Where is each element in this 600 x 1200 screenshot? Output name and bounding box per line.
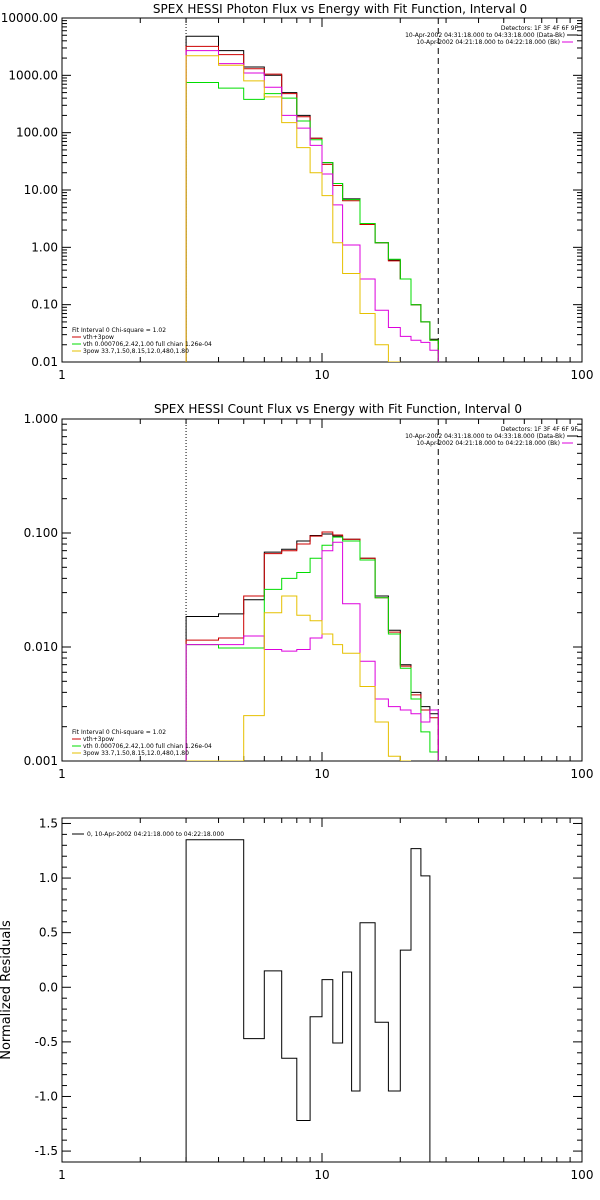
residuals-y-tick-label: 1.5 bbox=[39, 816, 58, 830]
count-flux-vth3pow-label: vth+3pow bbox=[83, 736, 114, 743]
residuals-x-tick-label: 10 bbox=[314, 1168, 329, 1182]
photon-flux-data-interval-label: 10-Apr-2002 04:31:18.000 to 04:33:18.000… bbox=[405, 32, 565, 39]
photon-flux-bk-interval-label: 10-Apr-2002 04:21:18.000 to 04:22:18.000… bbox=[416, 39, 560, 46]
photon-flux-y-tick-label: 0.01 bbox=[31, 355, 58, 369]
photon-flux-plot-area bbox=[61, 17, 583, 363]
count-flux-y-tick-label: 0.010 bbox=[24, 640, 58, 654]
count-flux-y-tick-label: 1.000 bbox=[24, 412, 58, 426]
count-flux-panel: SPEX HESSI Count Flux vs Energy with Fit… bbox=[24, 402, 594, 781]
residuals-plot-area bbox=[61, 817, 583, 1163]
residuals-x-tick-label: 1 bbox=[58, 1168, 66, 1182]
residuals-black-series bbox=[185, 839, 439, 1162]
count-flux-x-tick-label: 1 bbox=[58, 767, 66, 781]
photon-flux-y-tick-label: 1000.00 bbox=[8, 68, 58, 82]
photon-flux-x-tick-label: 10 bbox=[314, 368, 329, 382]
photon-flux-tick-labels: 1 10 100 0.01 0.10 1.00 10.00 100.00 1000.00 1000… bbox=[1, 11, 594, 382]
count-flux-detectors-label: Detectors: 1F 3F 4F 6F 9F bbox=[501, 426, 579, 433]
count-flux-y-tick-label: 0.001 bbox=[24, 754, 58, 768]
count-flux-vth-label: vth 0.000706,2.42,1.00 full chian 1.26e-… bbox=[83, 743, 212, 750]
photon-flux-y-tick-label: 1.00 bbox=[31, 240, 58, 254]
residuals-panel: Normalized Residuals 1 10 100 -1.5 -1.0 -0.5 0… bbox=[0, 816, 593, 1182]
photon-flux-x-tick-label: 100 bbox=[571, 368, 594, 382]
residuals-y-tick-label: 1.0 bbox=[39, 871, 58, 885]
photon-flux-title: SPEX HESSI Photon Flux vs Energy with Fi… bbox=[153, 2, 527, 16]
count-flux-legend-left: Fit Interval 0 Chi-square = 1.02 vth+3po… bbox=[72, 729, 212, 757]
photon-flux-legend-left: Fit Interval 0 Chi-square = 1.02 vth+3po… bbox=[72, 327, 212, 355]
photon-flux-yellow-series bbox=[185, 55, 401, 362]
count-flux-fit-interval-label: Fit Interval 0 Chi-square = 1.02 bbox=[72, 729, 166, 736]
residuals-y-tick-label: -1.5 bbox=[35, 1144, 58, 1158]
residuals-interval-label: 0, 10-Apr-2002 04:21:18.000 to 04:22:18.… bbox=[87, 831, 224, 838]
count-flux-x-tick-label: 10 bbox=[314, 767, 329, 781]
residuals-tick-labels: 1 10 100 -1.5 -1.0 -0.5 0.0 0.5 1.0 1.5 bbox=[35, 816, 594, 1182]
count-flux-y-tick-label: 0.100 bbox=[24, 526, 58, 540]
photon-flux-detectors-label: Detectors: 1F 3F 4F 6F 9F bbox=[501, 25, 579, 32]
photon-flux-y-tick-label: 100.00 bbox=[16, 126, 58, 140]
count-flux-yellow-series bbox=[186, 595, 411, 761]
photon-flux-green-series bbox=[185, 82, 439, 362]
count-flux-legend-right: Detectors: 1F 3F 4F 6F 9F 10-Apr-2002 04… bbox=[405, 426, 578, 447]
photon-flux-legend-right: Detectors: 1F 3F 4F 6F 9F 10-Apr-2002 04… bbox=[405, 25, 578, 46]
count-flux-green-series bbox=[185, 536, 439, 761]
photon-flux-fit-interval-label: Fit Interval 0 Chi-square = 1.02 bbox=[72, 327, 166, 334]
photon-flux-x-tick-label: 1 bbox=[58, 368, 66, 382]
photon-flux-vth3pow-label: vth+3pow bbox=[83, 334, 114, 341]
count-flux-bk-interval-label: 10-Apr-2002 04:21:18.000 to 04:22:18.000… bbox=[416, 440, 560, 447]
count-flux-title: SPEX HESSI Count Flux vs Energy with Fit… bbox=[154, 402, 522, 416]
residuals-y-tick-label: 0.5 bbox=[39, 926, 58, 940]
residuals-legend: 0, 10-Apr-2002 04:21:18.000 to 04:22:18.… bbox=[72, 831, 224, 838]
photon-flux-panel: SPEX HESSI Photon Flux vs Energy with Fi… bbox=[1, 2, 594, 382]
photon-flux-magenta-series bbox=[185, 50, 439, 362]
residuals-x-tick-label: 100 bbox=[571, 1168, 594, 1182]
photon-flux-vth-label: vth 0.000706,2.42,1.00 full chian 1.26e-… bbox=[83, 341, 212, 348]
count-flux-tick-labels: 1 10 100 0.001 0.010 0.100 1.000 bbox=[24, 412, 594, 781]
count-flux-plot-area bbox=[61, 418, 583, 762]
count-flux-3pow-label: 3pow 33.7,1.50,8.15,12.0,480,1.80 bbox=[83, 750, 189, 757]
residuals-y-tick-label: 0.0 bbox=[39, 980, 58, 994]
photon-flux-y-tick-label: 10.00 bbox=[24, 183, 58, 197]
photon-flux-black-series bbox=[185, 35, 439, 362]
photon-flux-y-tick-label: 10000.00 bbox=[1, 11, 58, 25]
count-flux-data-interval-label: 10-Apr-2002 04:31:18.000 to 04:33:18.000… bbox=[405, 433, 565, 440]
photon-flux-red-series bbox=[185, 45, 439, 362]
residuals-ylabel: Normalized Residuals bbox=[0, 920, 14, 1060]
photon-flux-y-tick-label: 0.10 bbox=[31, 298, 58, 312]
count-flux-x-tick-label: 100 bbox=[571, 767, 594, 781]
residuals-y-tick-label: -0.5 bbox=[35, 1035, 58, 1049]
photon-flux-3pow-label: 3pow 33.7,1.50,8.15,12.0,480,1.80 bbox=[83, 348, 189, 355]
count-flux-red-series bbox=[185, 531, 439, 761]
residuals-y-tick-label: -1.0 bbox=[35, 1089, 58, 1103]
count-flux-black-series bbox=[185, 533, 439, 761]
